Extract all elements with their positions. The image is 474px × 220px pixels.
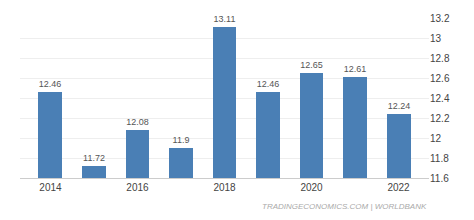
svg-text:11.9: 11.9 [173, 135, 190, 145]
svg-text:TRADINGECONOMICS.COM | WORLDBA: TRADINGECONOMICS.COM | WORLDBANK [262, 202, 427, 211]
svg-text:11.72: 11.72 [83, 153, 105, 163]
svg-text:11.8: 11.8 [430, 153, 449, 164]
svg-text:2016: 2016 [126, 182, 149, 193]
svg-text:12: 12 [430, 133, 442, 144]
svg-text:13.11: 13.11 [214, 14, 236, 24]
svg-text:12.46: 12.46 [257, 79, 280, 89]
svg-text:11.6: 11.6 [430, 173, 449, 184]
svg-text:2018: 2018 [213, 182, 236, 193]
svg-text:12.65: 12.65 [300, 60, 323, 70]
svg-text:12.08: 12.08 [126, 117, 149, 127]
svg-text:12.4: 12.4 [430, 93, 450, 104]
svg-text:12.46: 12.46 [39, 79, 62, 89]
svg-text:2014: 2014 [39, 182, 62, 193]
svg-text:12.61: 12.61 [344, 64, 367, 74]
svg-text:13: 13 [430, 33, 442, 44]
svg-text:12.24: 12.24 [388, 101, 411, 111]
svg-text:12.8: 12.8 [430, 53, 450, 64]
svg-text:2020: 2020 [300, 182, 323, 193]
svg-text:2022: 2022 [387, 182, 410, 193]
svg-text:13.2: 13.2 [430, 13, 450, 24]
svg-text:12.6: 12.6 [430, 73, 450, 84]
svg-text:12.2: 12.2 [430, 113, 450, 124]
